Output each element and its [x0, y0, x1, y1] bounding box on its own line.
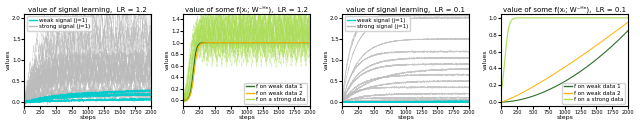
Legend: f on weak data 1, f on weak data 2, f on a strong data: f on weak data 1, f on weak data 2, f on… [562, 83, 625, 103]
X-axis label: steps: steps [556, 115, 573, 120]
Title: value of signal learning,  LR = 0.1: value of signal learning, LR = 0.1 [346, 7, 465, 13]
X-axis label: steps: steps [238, 115, 255, 120]
Title: value of some f(xᵢ; W⁻ᴴⁿ),  LR = 1.2: value of some f(xᵢ; W⁻ᴴⁿ), LR = 1.2 [185, 6, 308, 13]
Y-axis label: values: values [6, 50, 10, 70]
Y-axis label: values: values [323, 50, 328, 70]
Y-axis label: values: values [164, 50, 170, 70]
Y-axis label: values: values [483, 50, 488, 70]
Title: value of signal learning,  LR = 1.2: value of signal learning, LR = 1.2 [28, 7, 147, 13]
X-axis label: steps: steps [397, 115, 414, 120]
Legend: f on weak data 1, f on weak data 2, f on a strong data: f on weak data 1, f on weak data 2, f on… [244, 83, 307, 103]
X-axis label: steps: steps [79, 115, 96, 120]
Legend: weak signal (j=1), strong signal (j=1): weak signal (j=1), strong signal (j=1) [345, 16, 410, 31]
Title: value of some f(xᵢ; W⁻ᴴⁿ),  LR = 0.1: value of some f(xᵢ; W⁻ᴴⁿ), LR = 0.1 [503, 6, 626, 13]
Legend: weak signal (j=1), strong signal (j=1): weak signal (j=1), strong signal (j=1) [27, 16, 92, 31]
